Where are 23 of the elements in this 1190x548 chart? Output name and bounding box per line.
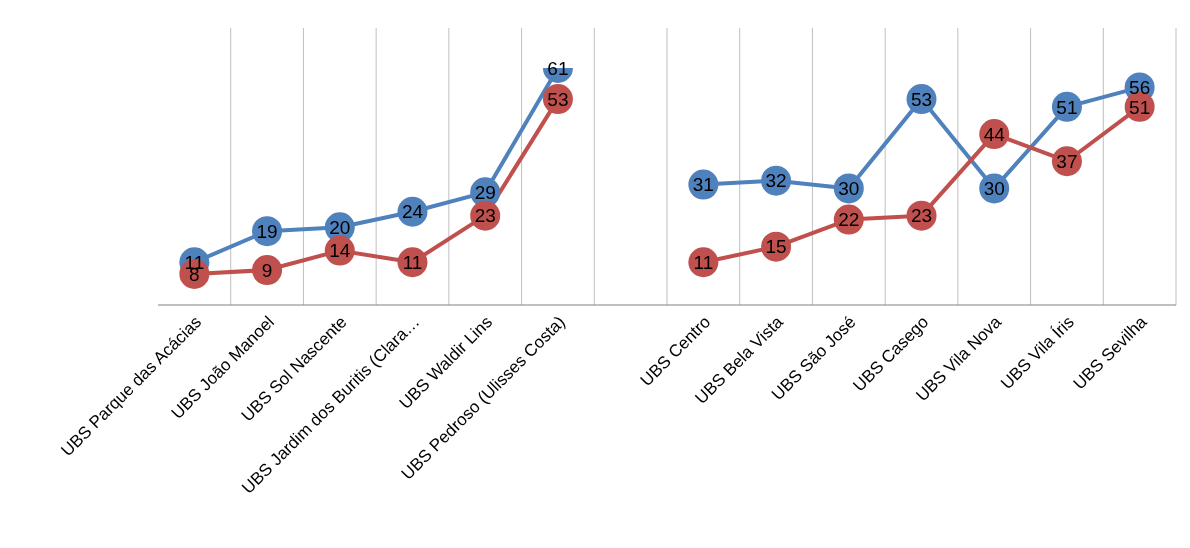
- data-label: 19: [256, 220, 278, 242]
- data-label: 20: [329, 217, 351, 239]
- data-label: 14: [329, 240, 351, 262]
- data-label: 24: [401, 201, 424, 223]
- data-label: 37: [1056, 150, 1078, 172]
- data-label: 23: [910, 205, 933, 227]
- data-label: 30: [983, 178, 1005, 200]
- data-label: 32: [765, 170, 787, 192]
- data-label: 56: [1129, 77, 1151, 99]
- data-label: 11: [693, 252, 714, 274]
- data-label: 11: [402, 252, 423, 274]
- data-label: 29: [474, 182, 496, 204]
- data-label: 31: [692, 174, 714, 196]
- data-label: 9: [261, 259, 273, 281]
- data-label: 53: [910, 88, 933, 110]
- data-label: 15: [765, 236, 787, 258]
- data-label: 44: [983, 123, 1006, 145]
- data-label: 51: [1056, 96, 1078, 118]
- data-label: 22: [838, 209, 860, 231]
- data-label: 23: [474, 205, 496, 227]
- data-label: 53: [547, 88, 569, 110]
- data-label: 30: [838, 178, 860, 200]
- data-label: 51: [1129, 96, 1151, 118]
